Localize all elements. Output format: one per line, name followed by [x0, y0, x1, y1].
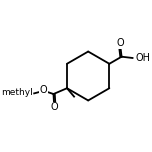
Text: O: O: [40, 85, 47, 95]
Text: O: O: [50, 102, 58, 112]
Text: methyl: methyl: [1, 88, 33, 97]
Text: OH: OH: [135, 53, 150, 63]
Text: O: O: [116, 38, 124, 48]
